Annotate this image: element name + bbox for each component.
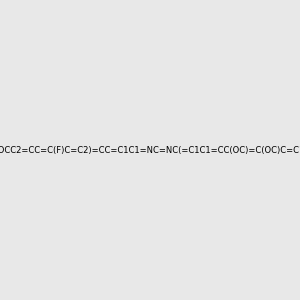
Text: OC1=CC(OCC2=CC=C(F)C=C2)=CC=C1C1=NC=NC(=C1C1=CC(OC)=C(OC)C=C1)C(F)(F)F: OC1=CC(OCC2=CC=C(F)C=C2)=CC=C1C1=NC=NC(=…: [0, 146, 300, 154]
